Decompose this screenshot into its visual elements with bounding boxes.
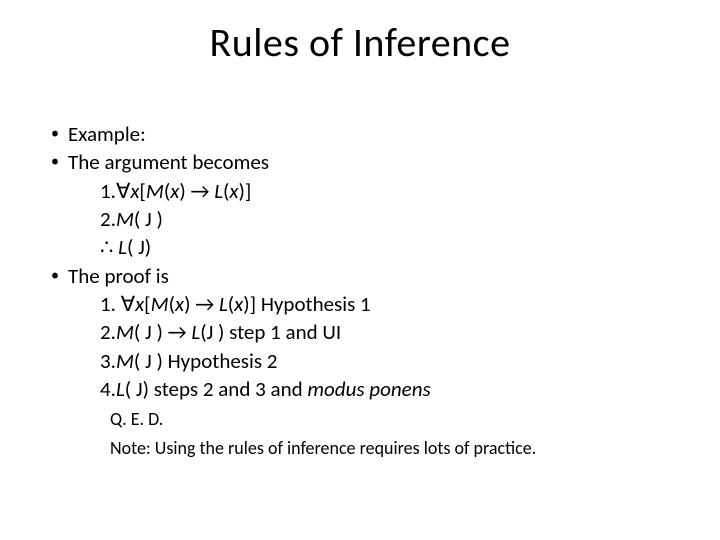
text: ( J) (127, 234, 151, 260)
note-qed: Q. E. D. (42, 403, 678, 431)
text: ( J) steps 2 and 3 and (125, 376, 308, 402)
text: 3. (100, 348, 116, 374)
bullet-proof: • The proof is (42, 262, 678, 290)
proof-line-2: 2.M( J ) → L(J ) step 1 and UI (42, 318, 678, 346)
text-italic: modus ponens (307, 376, 430, 402)
text-italic: x (234, 291, 243, 317)
bullet-argument: • The argument becomes (42, 148, 678, 176)
text-italic: L (214, 178, 223, 204)
text: (J ) step 1 and UI (200, 319, 341, 345)
bullet-dot-icon: • (42, 148, 68, 176)
text: 1. ∀ (100, 291, 135, 317)
text: ( J ) (134, 206, 163, 232)
text: ∴ (100, 234, 118, 260)
text: )] Hypothesis 1 (243, 291, 370, 317)
text-italic: x (135, 291, 144, 317)
bullet-text: The argument becomes (68, 148, 678, 176)
text: ( J ) Hypothesis 2 (134, 348, 278, 374)
text: )] (239, 178, 252, 204)
text-italic: L (118, 234, 127, 260)
text-italic: x (175, 291, 184, 317)
text-italic: L (219, 291, 228, 317)
proof-line-1: 1. ∀x[M(x) → L(x)] Hypothesis 1 (42, 290, 678, 318)
argument-line-3: ∴ L( J) (42, 233, 678, 261)
slide-body: • Example: • The argument becomes 1.∀x[M… (42, 120, 678, 460)
text-italic: L (191, 319, 200, 345)
text-italic: L (116, 376, 125, 402)
note-practice: Note: Using the rules of inference requi… (42, 432, 678, 460)
argument-line-2: 2.M( J ) (42, 205, 678, 233)
text: ( J ) → (134, 319, 191, 345)
text: 2. (100, 206, 116, 232)
bullet-text: The proof is (68, 262, 678, 290)
bullet-dot-icon: • (42, 262, 68, 290)
bullet-text: Example: (68, 120, 678, 148)
text-italic: M (116, 348, 134, 374)
text-italic: M (151, 291, 169, 317)
proof-line-3: 3.M( J ) Hypothesis 2 (42, 347, 678, 375)
argument-line-1: 1.∀x[M(x) → L(x)] (42, 177, 678, 205)
text-italic: x (229, 178, 238, 204)
text-italic: M (146, 178, 164, 204)
text-italic: M (116, 206, 134, 232)
text: 4. (100, 376, 116, 402)
text-italic: x (170, 178, 179, 204)
text-italic: M (116, 319, 134, 345)
text: ) → (179, 178, 214, 204)
proof-line-4: 4.L( J) steps 2 and 3 and modus ponens (42, 375, 678, 403)
text: ) → (184, 291, 219, 317)
slide: Rules of Inference • Example: • The argu… (0, 0, 720, 540)
bullet-dot-icon: • (42, 120, 68, 148)
bullet-example: • Example: (42, 120, 678, 148)
text: 1.∀ (100, 178, 130, 204)
slide-title: Rules of Inference (0, 18, 720, 67)
text: 2. (100, 319, 116, 345)
